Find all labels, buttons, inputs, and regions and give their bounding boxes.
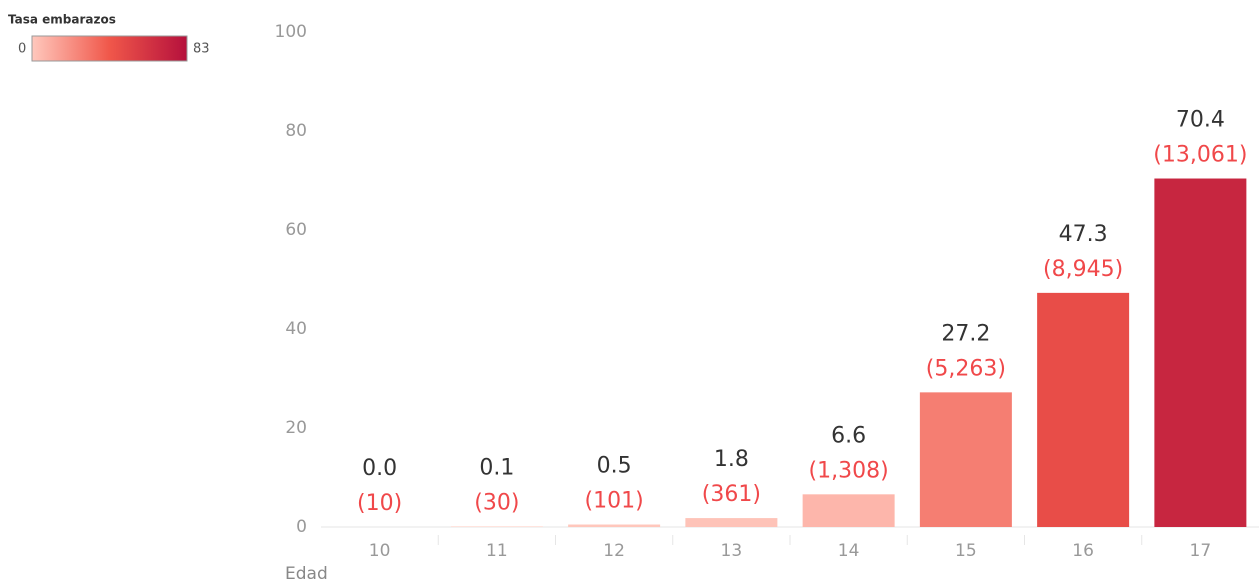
value-label: 0.5 [597,454,632,479]
bar [685,518,778,527]
count-label: (1,308) [809,458,889,483]
bar [919,392,1012,527]
value-label: 27.2 [941,321,990,346]
y-tick-label: 20 [285,418,307,438]
value-label: 0.1 [479,456,514,481]
value-label: 1.8 [714,447,749,472]
value-label: 47.3 [1059,222,1108,247]
value-label: 70.4 [1176,108,1225,133]
bar [802,494,895,527]
legend-max: 83 [193,42,210,57]
legend-gradient [31,35,188,62]
x-tick-label: 14 [838,541,860,561]
count-label: (30) [474,491,519,516]
x-tick-label: 11 [486,541,508,561]
count-label: (5,263) [926,356,1006,381]
value-label: 0.0 [362,456,397,481]
count-label: (10) [357,491,402,516]
legend-title: Tasa embarazos [8,13,116,27]
x-tick-label: 16 [1072,541,1094,561]
count-label: (361) [702,482,761,507]
count-label: (101) [585,489,644,514]
x-tick-label: 13 [721,541,743,561]
y-tick-label: 100 [275,22,307,42]
bar [568,524,661,527]
x-tick-label: 17 [1190,541,1212,561]
legend-min: 0 [18,42,26,57]
value-label: 6.6 [831,423,866,448]
y-tick-label: 60 [285,220,307,240]
count-label: (8,945) [1043,257,1123,282]
count-label: (13,061) [1153,143,1247,168]
x-axis-label: Edad [285,564,328,583]
y-tick-label: 80 [285,121,307,141]
x-tick-label: 15 [955,541,977,561]
y-tick-label: 40 [285,319,307,339]
bar [1154,178,1247,527]
x-tick-label: 12 [603,541,625,561]
x-tick-label: 10 [369,541,391,561]
y-tick-label: 0 [296,517,307,537]
bar [1037,292,1130,527]
